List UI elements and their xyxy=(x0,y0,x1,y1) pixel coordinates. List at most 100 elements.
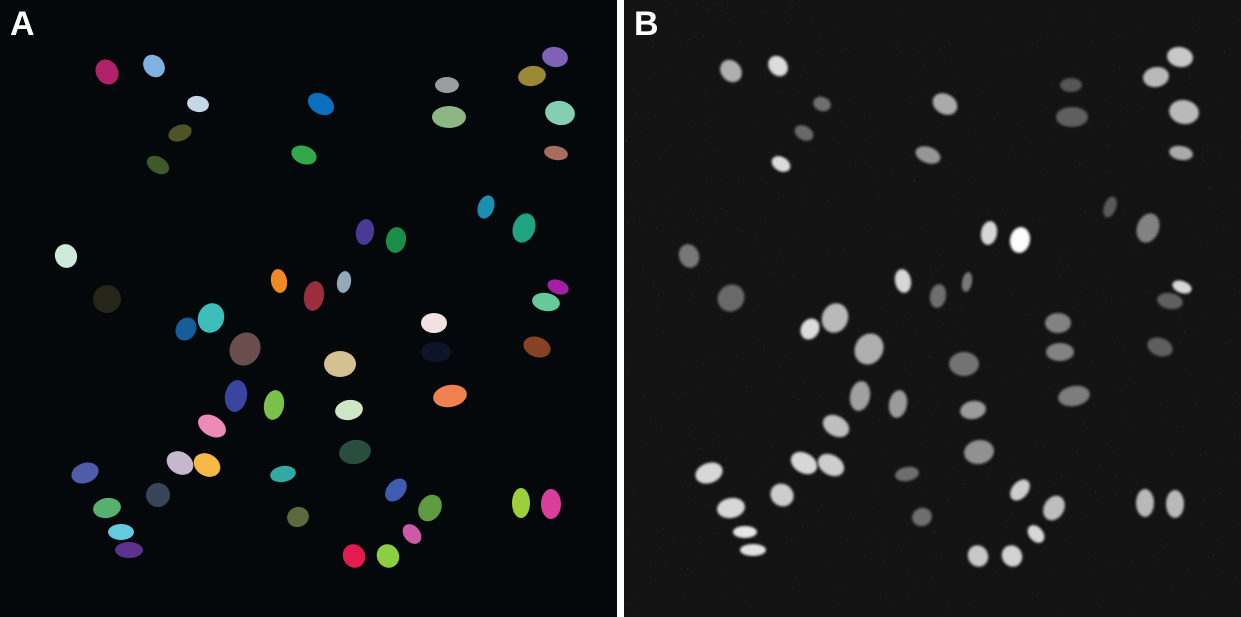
noise-speck xyxy=(1118,67,1120,69)
noise-speck xyxy=(659,158,660,160)
noise-speck xyxy=(700,240,702,242)
noise-speck xyxy=(1232,275,1234,276)
noise-speck xyxy=(675,42,677,44)
noise-speck xyxy=(693,438,695,440)
noise-speck xyxy=(1207,312,1209,314)
noise-speck xyxy=(1124,35,1126,37)
noise-speck xyxy=(1210,1,1212,3)
noise-speck xyxy=(670,212,672,214)
noise-speck xyxy=(1101,479,1103,481)
noise-speck xyxy=(754,119,756,121)
noise-speck xyxy=(1092,359,1093,361)
noise-speck xyxy=(686,453,688,455)
noise-speck xyxy=(1074,337,1076,339)
noise-speck xyxy=(1032,592,1033,594)
fluorescent-nucleus xyxy=(740,544,766,556)
noise-speck xyxy=(1103,26,1105,28)
noise-speck xyxy=(741,193,743,195)
panel-a-label: A xyxy=(10,5,35,43)
noise-speck xyxy=(774,580,776,582)
noise-speck xyxy=(1049,573,1050,575)
noise-speck xyxy=(814,149,816,151)
noise-speck xyxy=(684,451,686,453)
noise-speck xyxy=(814,551,816,553)
noise-speck xyxy=(698,274,700,276)
noise-speck xyxy=(926,56,928,58)
noise-speck xyxy=(705,111,707,113)
fluorescent-nucleus xyxy=(912,507,932,527)
noise-speck xyxy=(674,13,676,14)
segmented-nucleus xyxy=(198,414,226,438)
noise-speck xyxy=(679,320,681,322)
noise-speck xyxy=(1020,290,1022,292)
noise-speck xyxy=(808,173,810,175)
noise-speck xyxy=(1074,517,1076,519)
fluorescent-nucleus xyxy=(949,352,979,376)
noise-speck xyxy=(911,95,913,97)
noise-speck xyxy=(759,339,761,341)
noise-speck xyxy=(772,445,774,447)
noise-speck xyxy=(1097,499,1099,500)
noise-speck xyxy=(1089,15,1091,17)
noise-speck xyxy=(814,40,816,42)
noise-speck xyxy=(1209,187,1211,189)
noise-speck xyxy=(999,382,1001,383)
fluorescent-nucleus xyxy=(821,303,849,333)
noise-speck xyxy=(627,311,628,313)
noise-speck xyxy=(1154,497,1156,499)
noise-speck xyxy=(695,302,697,304)
noise-speck xyxy=(1175,379,1177,381)
noise-speck xyxy=(1213,554,1215,556)
noise-speck xyxy=(887,587,889,589)
noise-speck xyxy=(897,544,899,546)
noise-speck xyxy=(1119,309,1120,311)
noise-speck xyxy=(756,242,758,244)
noise-speck xyxy=(1209,146,1211,148)
noise-speck xyxy=(789,4,791,6)
noise-speck xyxy=(854,315,856,317)
noise-speck xyxy=(892,357,894,359)
noise-speck xyxy=(946,499,948,501)
segmented-nucleus xyxy=(175,317,197,341)
noise-speck xyxy=(728,19,730,21)
noise-speck xyxy=(799,76,801,78)
segmented-nucleus xyxy=(291,145,317,165)
noise-speck xyxy=(763,349,765,350)
noise-speck xyxy=(1171,584,1173,586)
noise-speck xyxy=(740,400,742,402)
noise-speck xyxy=(624,194,626,196)
noise-speck xyxy=(1033,308,1035,310)
noise-speck xyxy=(933,390,935,392)
fluorescent-nucleus xyxy=(800,318,820,340)
noise-speck xyxy=(802,527,804,529)
noise-speck xyxy=(929,356,931,358)
noise-speck xyxy=(950,57,952,59)
noise-speck xyxy=(857,500,859,501)
noise-speck xyxy=(1094,249,1096,251)
noise-speck xyxy=(1053,482,1055,484)
noise-speck xyxy=(1216,272,1218,274)
noise-speck xyxy=(840,120,842,122)
noise-speck xyxy=(1218,145,1220,147)
noise-speck xyxy=(1237,18,1239,20)
noise-speck xyxy=(628,390,630,392)
segmented-nucleus xyxy=(342,544,366,568)
noise-speck xyxy=(943,226,945,228)
fluorescence-image xyxy=(624,0,1241,617)
noise-speck xyxy=(752,309,754,311)
noise-speck xyxy=(708,101,710,103)
noise-speck xyxy=(762,204,764,206)
segmented-nucleus xyxy=(303,281,325,311)
noise-speck xyxy=(958,199,960,201)
noise-speck xyxy=(639,220,640,222)
noise-speck xyxy=(1117,336,1119,338)
noise-speck xyxy=(1011,291,1013,293)
noise-speck xyxy=(1156,54,1158,56)
noise-speck xyxy=(710,183,712,185)
noise-speck xyxy=(931,577,933,579)
noise-speck xyxy=(925,181,927,183)
noise-speck xyxy=(911,405,913,407)
noise-speck xyxy=(908,534,910,536)
noise-speck xyxy=(1141,155,1143,157)
noise-speck xyxy=(839,198,841,200)
